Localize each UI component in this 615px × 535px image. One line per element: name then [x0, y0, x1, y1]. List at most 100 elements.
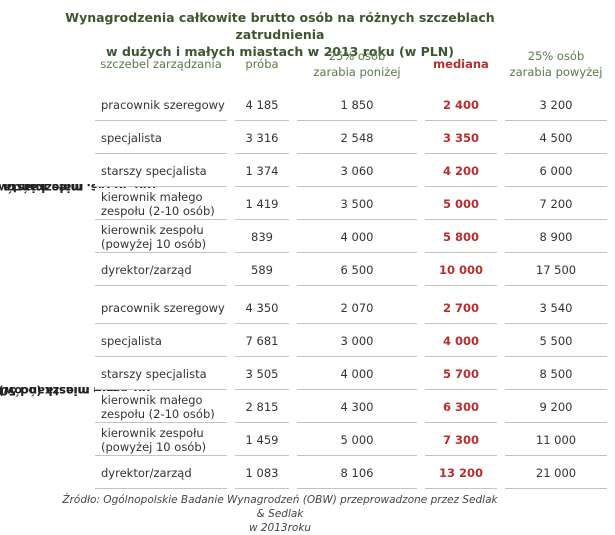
- table-title: Wynagrodzenia całkowite brutto osób na r…: [30, 9, 530, 60]
- cell-level: starszy specjalista: [95, 155, 227, 187]
- cell-sample: 1 083: [235, 457, 289, 489]
- cell-median: 5 700: [425, 358, 497, 390]
- cell-low: 3 000: [297, 325, 417, 357]
- source-line-2: w 2013roku: [248, 522, 312, 534]
- group-small-cities: małe miasta (do 50 tys. mieszkańców) prac…: [0, 89, 607, 287]
- source-note: Źródło: Ogólnopolskie Badanie Wynagrodze…: [60, 493, 500, 535]
- table-row: kierownik małego zespołu (2-10 osób) 1 41…: [30, 188, 607, 220]
- cell-low: 6 500: [297, 254, 417, 286]
- header-low-line-2: zarabia poniżej: [313, 65, 401, 79]
- table-row: kierownik małego zespołu (2-10 osób) 2 81…: [30, 391, 607, 423]
- level-line-1: dyrektor/zarząd: [101, 465, 192, 480]
- cell-level: pracownik szeregowy: [95, 292, 227, 324]
- level-line-1: specjalista: [101, 333, 162, 348]
- cell-low: 1 850: [297, 89, 417, 121]
- header-high-quartile: 25% osób zarabia powyżej: [505, 43, 607, 85]
- level-line-1: dyrektor/zarząd: [101, 262, 192, 277]
- table-row: pracownik szeregowy 4 350 2 070 2 700 3 …: [30, 292, 607, 324]
- level-line-1: pracownik szeregowy: [101, 300, 225, 315]
- level-line-1: kierownik zespołu: [101, 222, 204, 237]
- cell-high: 7 200: [505, 188, 607, 220]
- cell-low: 3 060: [297, 155, 417, 187]
- cell-median: 7 300: [425, 424, 497, 456]
- cell-high: 4 500: [505, 122, 607, 154]
- cell-median: 6 300: [425, 391, 497, 423]
- cell-sample: 839: [235, 221, 289, 253]
- table-row: specjalista 7 681 3 000 4 000 5 500: [30, 325, 607, 357]
- cell-low: 5 000: [297, 424, 417, 456]
- cell-sample: 3 505: [235, 358, 289, 390]
- header-level: szczebel zarządzania: [100, 57, 222, 71]
- table-row: starszy specjalista 3 505 4 000 5 700 8 …: [30, 358, 607, 390]
- cell-median: 4 000: [425, 325, 497, 357]
- cell-sample: 7 681: [235, 325, 289, 357]
- header-low-line-1: 25% osób: [328, 49, 386, 63]
- level-line-2: (powyżej 10 osób): [101, 439, 207, 454]
- header-high-line-1: 25% osób: [527, 49, 585, 63]
- cell-low: 2 548: [297, 122, 417, 154]
- cell-sample: 589: [235, 254, 289, 286]
- cell-low: 4 000: [297, 358, 417, 390]
- level-line-2: zespołu (2-10 osób): [101, 203, 215, 218]
- source-line-1: Źródło: Ogólnopolskie Badanie Wynagrodze…: [62, 494, 498, 520]
- cell-sample: 4 350: [235, 292, 289, 324]
- level-line-2: zespołu (2-10 osób): [101, 406, 215, 421]
- cell-high: 6 000: [505, 155, 607, 187]
- cell-level: kierownik małego zespołu (2-10 osób): [95, 188, 227, 220]
- group-large-cities: duże miasta (od 500 tys.do 1 mln mieszka…: [0, 292, 607, 490]
- table-row: kierownik zespołu (powyżej 10 osób) 1 459…: [30, 424, 607, 456]
- cell-level: specjalista: [95, 122, 227, 154]
- level-line-1: kierownik zespołu: [101, 425, 204, 440]
- table-row: starszy specjalista 1 374 3 060 4 200 6 …: [30, 155, 607, 187]
- level-line-1: specjalista: [101, 130, 162, 145]
- cell-sample: 1 419: [235, 188, 289, 220]
- level-line-1: starszy specjalista: [101, 163, 207, 178]
- cell-high: 8 500: [505, 358, 607, 390]
- cell-median: 2 400: [425, 89, 497, 121]
- title-line-2: w dużych i małych miastach w 2013 roku (…: [106, 44, 454, 59]
- cell-low: 3 500: [297, 188, 417, 220]
- cell-high: 5 500: [505, 325, 607, 357]
- cell-high: 3 540: [505, 292, 607, 324]
- level-line-2: (powyżej 10 osób): [101, 236, 207, 251]
- table-row: specjalista 3 316 2 548 3 350 4 500: [30, 122, 607, 154]
- cell-high: 8 900: [505, 221, 607, 253]
- cell-median: 5 800: [425, 221, 497, 253]
- level-line-1: starszy specjalista: [101, 366, 207, 381]
- cell-level: pracownik szeregowy: [95, 89, 227, 121]
- cell-low: 8 106: [297, 457, 417, 489]
- cell-high: 17 500: [505, 254, 607, 286]
- cell-low: 4 000: [297, 221, 417, 253]
- cell-low: 4 300: [297, 391, 417, 423]
- cell-level: specjalista: [95, 325, 227, 357]
- level-line-1: pracownik szeregowy: [101, 97, 225, 112]
- cell-level: dyrektor/zarząd: [95, 457, 227, 489]
- table-row: kierownik zespołu (powyżej 10 osób) 839 4…: [30, 221, 607, 253]
- cell-median: 4 200: [425, 155, 497, 187]
- cell-median: 13 200: [425, 457, 497, 489]
- table-header: szczebel zarządzania próba 25% osób zarab…: [30, 43, 607, 85]
- title-line-1: Wynagrodzenia całkowite brutto osób na r…: [65, 10, 495, 42]
- table-row: dyrektor/zarząd 1 083 8 106 13 200 21 00…: [30, 457, 607, 489]
- cell-sample: 3 316: [235, 122, 289, 154]
- group-rows: pracownik szeregowy 4 185 1 850 2 400 3 …: [30, 89, 607, 287]
- cell-level: starszy specjalista: [95, 358, 227, 390]
- cell-high: 21 000: [505, 457, 607, 489]
- cell-high: 9 200: [505, 391, 607, 423]
- cell-median: 10 000: [425, 254, 497, 286]
- header-sample: próba: [245, 57, 279, 71]
- header-high-line-2: zarabia powyżej: [509, 65, 603, 79]
- group-rows: pracownik szeregowy 4 350 2 070 2 700 3 …: [30, 292, 607, 490]
- cell-level: dyrektor/zarząd: [95, 254, 227, 286]
- header-median: mediana: [433, 57, 489, 71]
- cell-median: 5 000: [425, 188, 497, 220]
- cell-sample: 1 374: [235, 155, 289, 187]
- cell-low: 2 070: [297, 292, 417, 324]
- header-low-quartile: 25% osób zarabia poniżej: [297, 43, 417, 85]
- cell-sample: 2 815: [235, 391, 289, 423]
- table-row: pracownik szeregowy 4 185 1 850 2 400 3 …: [30, 89, 607, 121]
- cell-level: kierownik małego zespołu (2-10 osób): [95, 391, 227, 423]
- cell-high: 3 200: [505, 89, 607, 121]
- cell-level: kierownik zespołu (powyżej 10 osób): [95, 221, 227, 253]
- level-line-1: kierownik małego: [101, 392, 203, 407]
